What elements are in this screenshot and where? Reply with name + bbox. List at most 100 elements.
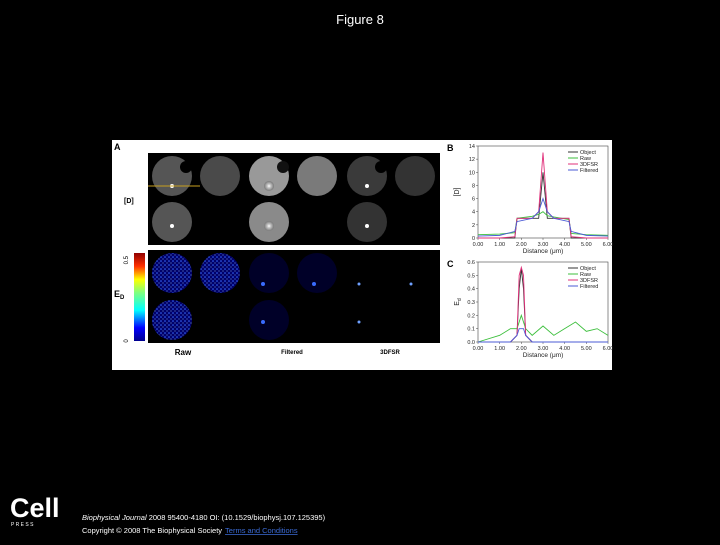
image-void (277, 161, 289, 173)
colorbar-label: 0.5 (124, 255, 130, 264)
x-tick-label: 1.00 (494, 242, 505, 248)
image-spot (264, 181, 274, 191)
error-spot (312, 282, 316, 286)
panel-a: A [D] ED 0.5 0 (114, 142, 440, 357)
y-axis-label: Ed (454, 298, 463, 306)
legend-label: 3DFSR (580, 278, 598, 284)
legend-label: Filtered (580, 168, 598, 174)
legend-label: 3DFSR (580, 162, 598, 168)
row-label-symbol: E (114, 289, 120, 299)
y-tick-label: 0.3 (467, 300, 475, 306)
y-axis-label-text: E (454, 301, 461, 306)
y-tick-label: 4 (472, 210, 475, 216)
x-tick-label: 3.00 (538, 242, 549, 248)
image-void (180, 161, 192, 173)
series-line (477, 197, 609, 237)
y-tick-label: 0 (472, 236, 475, 242)
x-tick-label: 2.00 (516, 346, 527, 352)
image-sphere (395, 156, 435, 196)
x-tick-label: 6.00 (603, 242, 614, 248)
image-spot (365, 224, 369, 228)
plot-area (477, 145, 609, 239)
error-spot (357, 320, 361, 324)
error-spot (261, 320, 265, 324)
x-axis-label: Distance (μm) (523, 352, 564, 359)
image-sphere (297, 156, 337, 196)
y-tick-label: 0.4 (467, 287, 475, 293)
row-label: ED (114, 289, 125, 301)
panel-label: B (447, 143, 454, 153)
panel-label: A (114, 142, 121, 152)
colorbar-label: 0 (124, 339, 130, 343)
row-label: [D] (124, 198, 134, 205)
error-map (297, 253, 337, 293)
y-tick-label: 0.5 (467, 273, 475, 279)
copyright: Copyright © 2008 The Biophysical Society… (82, 526, 298, 535)
y-axis-label-text: [D] (454, 187, 461, 196)
image-void (375, 161, 387, 173)
x-tick-label: 0.00 (473, 346, 484, 352)
x-tick-label: 1.00 (494, 346, 505, 352)
y-axis-label: [D] (454, 187, 461, 196)
image-grid (148, 250, 440, 343)
panel-label: C (447, 259, 454, 269)
legend-label: Raw (580, 272, 591, 278)
y-tick-label: 0.2 (467, 313, 475, 319)
y-tick-label: 0.1 (467, 327, 475, 333)
series-line (478, 172, 608, 239)
y-tick-label: 0.6 (467, 260, 475, 266)
series-line (477, 313, 609, 343)
y-tick-label: 10 (469, 170, 475, 176)
slide-title: Figure 8 (336, 12, 384, 27)
series-line (478, 328, 608, 343)
y-tick-label: 12 (469, 157, 475, 163)
column-label: 3DFSR (380, 350, 400, 356)
error-spot (409, 282, 413, 286)
terms-link[interactable]: Terms and Conditions (225, 526, 298, 535)
colorbar (134, 253, 145, 341)
copyright-text: Copyright © 2008 The Biophysical Society (82, 526, 222, 535)
logo: Cell (10, 493, 60, 523)
x-tick-label: 2.00 (516, 242, 527, 248)
image-sphere (200, 156, 240, 196)
logo-subtitle: P R E S S (11, 522, 34, 528)
image-spot (264, 221, 274, 231)
citation-details: 2008 95400-4180 OI: (10.1529/biophysj.10… (147, 513, 326, 522)
legend-label: Object (580, 150, 596, 156)
error-map (152, 300, 192, 340)
x-tick-label: 4.00 (559, 242, 570, 248)
legend-label: Object (580, 266, 596, 272)
error-map (200, 253, 240, 293)
y-tick-label: 2 (472, 223, 475, 229)
plot-area (477, 261, 609, 343)
y-axis-label-subscript: d (457, 298, 463, 301)
error-map (249, 300, 289, 340)
row-label-subscript: D (120, 295, 125, 301)
legend-label: Raw (580, 156, 591, 162)
x-axis-label: Distance (μm) (523, 248, 564, 255)
charts: B 0 2 4 6 8 10 12 14 0.00 1.00 2.00 3.00 4.00 5.00 6.00… (447, 143, 613, 359)
column-label: Filtered (281, 350, 303, 356)
error-map (152, 253, 192, 293)
x-tick-label: 3.00 (538, 346, 549, 352)
error-spot (357, 282, 361, 286)
column-label: Raw (175, 348, 192, 357)
image-spot (365, 184, 369, 188)
footer: Cell P R E S S Biophysical Journal 2008 … (10, 493, 326, 535)
image-sphere (152, 202, 192, 242)
image-spot (170, 224, 174, 228)
citation: Biophysical Journal 2008 95400-4180 OI: … (82, 513, 326, 522)
y-tick-label: 0.0 (467, 340, 475, 346)
x-tick-label: 5.00 (581, 242, 592, 248)
error-spot (261, 282, 265, 286)
series-line (478, 152, 608, 239)
x-tick-label: 4.00 (559, 346, 570, 352)
legend-label: Filtered (580, 284, 598, 290)
image-grid (148, 153, 440, 245)
x-tick-label: 0.00 (473, 242, 484, 248)
y-tick-label: 14 (469, 144, 475, 150)
y-tick-label: 6 (472, 197, 475, 203)
image-sphere (347, 202, 387, 242)
